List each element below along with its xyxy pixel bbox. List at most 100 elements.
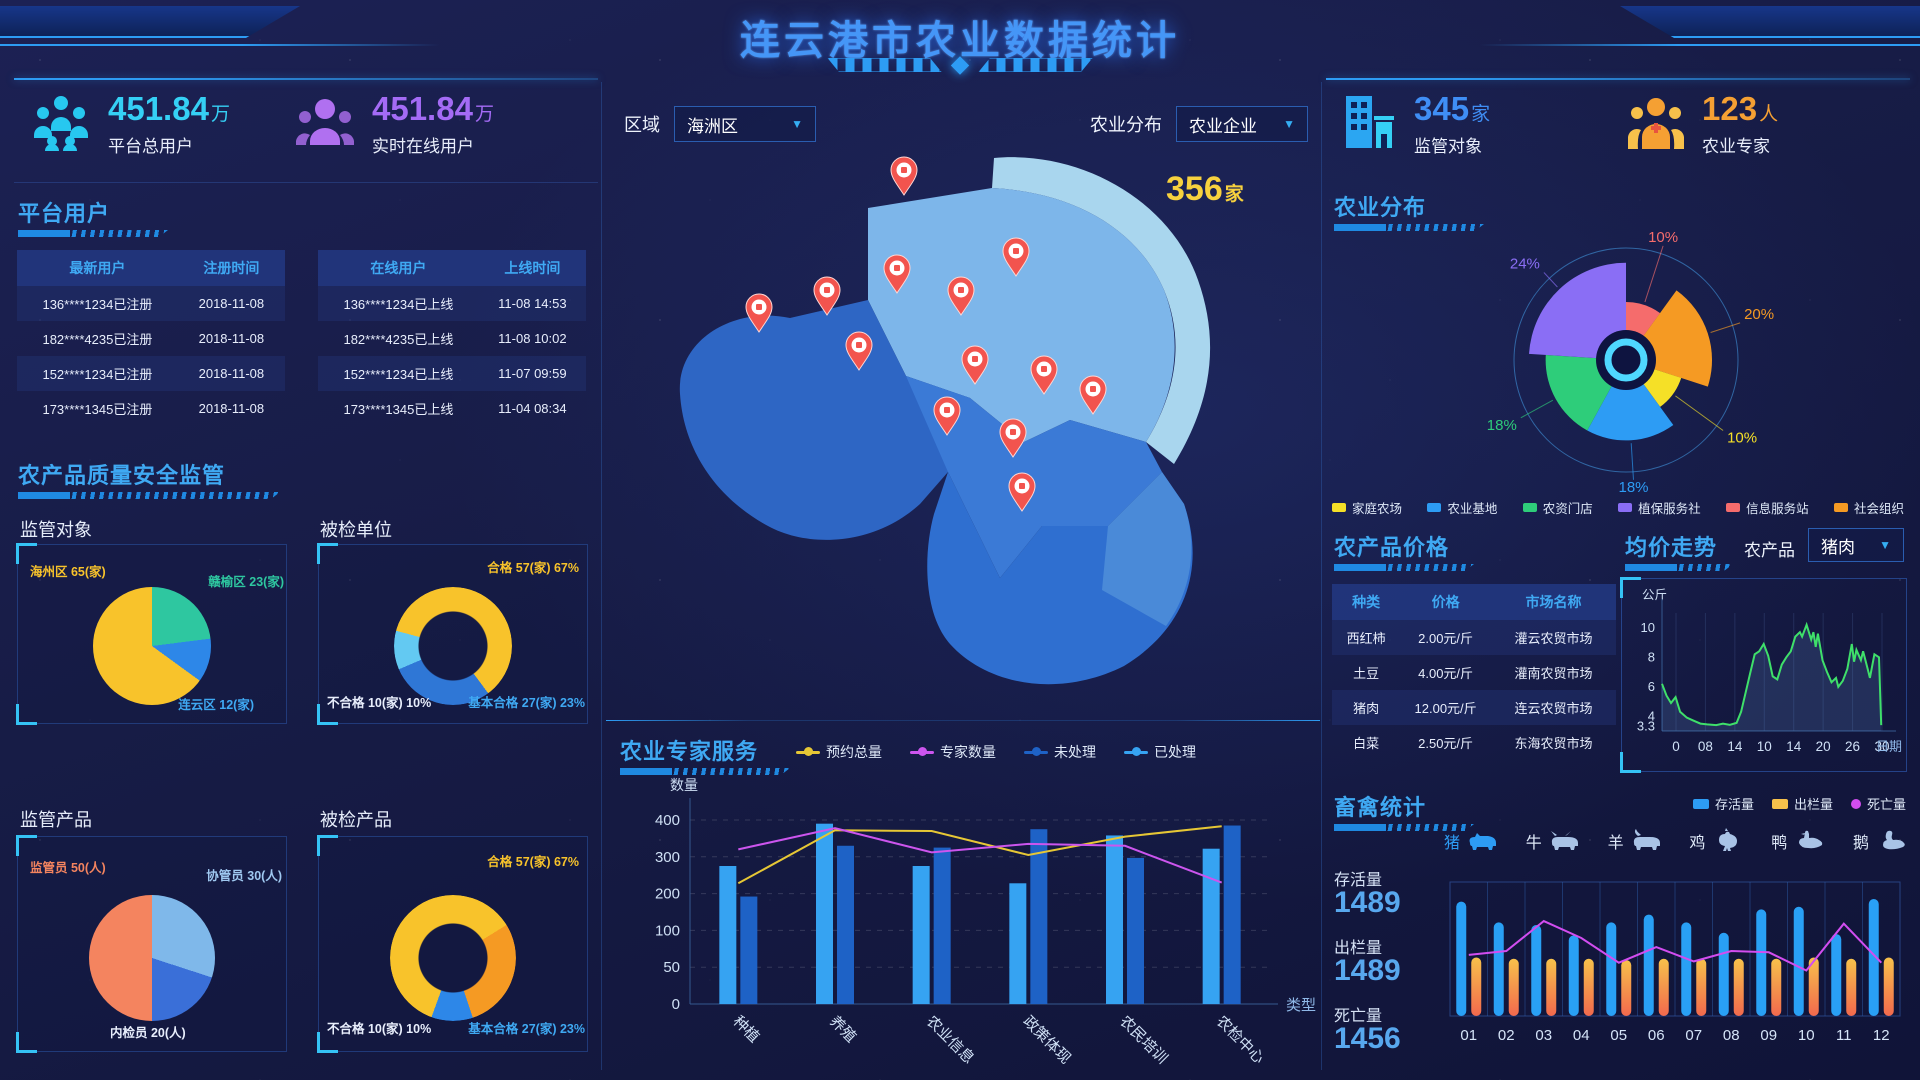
bar-alive[interactable] bbox=[1793, 906, 1804, 1016]
bar-slaughtered[interactable] bbox=[1733, 958, 1744, 1016]
legend-item[interactable]: 信息服务站 bbox=[1726, 498, 1809, 517]
legend-item[interactable]: 植保服务社 bbox=[1618, 498, 1701, 517]
map-pin[interactable] bbox=[1079, 375, 1107, 415]
rose-sector[interactable] bbox=[1587, 360, 1674, 441]
bar-unprocessed[interactable] bbox=[740, 896, 758, 1004]
bar-processed[interactable] bbox=[1009, 883, 1027, 1004]
legend-item[interactable]: 家庭农场 bbox=[1332, 498, 1402, 517]
legend-item[interactable]: 存活量 bbox=[1692, 794, 1754, 813]
bar-alive[interactable] bbox=[1493, 922, 1504, 1016]
animal-tab-duck[interactable]: 鸭 bbox=[1771, 828, 1826, 854]
bar-alive[interactable] bbox=[1643, 914, 1654, 1016]
supervision-object-chart[interactable]: 海州区 65(家) 赣榆区 23(家) 连云区 12(家) bbox=[16, 543, 287, 725]
bar-slaughtered[interactable] bbox=[1696, 958, 1707, 1016]
map-pin[interactable] bbox=[890, 156, 918, 196]
pie-chart[interactable] bbox=[93, 587, 211, 705]
region-select[interactable]: 海洲区 ▼ bbox=[674, 106, 816, 142]
map-center-region[interactable] bbox=[906, 376, 1162, 578]
pie-slice-label: 基本合格 27(家) 23% bbox=[468, 696, 585, 710]
map-pin[interactable] bbox=[1008, 472, 1036, 512]
bar-slaughtered[interactable] bbox=[1621, 960, 1632, 1016]
bar-alive[interactable] bbox=[1568, 935, 1579, 1016]
bar-slaughtered[interactable] bbox=[1508, 958, 1519, 1016]
map-pin[interactable] bbox=[961, 345, 989, 385]
bar-processed[interactable] bbox=[816, 823, 833, 1004]
bar-alive[interactable] bbox=[1606, 922, 1617, 1016]
legend-item[interactable]: 农业基地 bbox=[1427, 498, 1497, 517]
bar-slaughtered[interactable] bbox=[1846, 958, 1857, 1016]
legend-item[interactable]: 未处理 bbox=[1024, 742, 1096, 762]
map-coast-region[interactable] bbox=[992, 157, 1211, 464]
animal-tab-goat[interactable]: 羊 bbox=[1608, 828, 1663, 854]
bar-alive[interactable] bbox=[1531, 925, 1542, 1016]
legend-item[interactable]: 社会组织 bbox=[1833, 498, 1904, 517]
legend-item[interactable]: 出栏量 bbox=[1771, 794, 1833, 813]
distribution-select[interactable]: 农业企业 ▼ bbox=[1176, 106, 1308, 142]
inspected-unit-chart[interactable]: 合格 57(家) 67% 基本合格 27(家) 23% 不合格 10(家) 10% bbox=[317, 543, 588, 725]
map-pin[interactable] bbox=[845, 331, 873, 371]
map-east-region[interactable] bbox=[1102, 472, 1192, 626]
line-series-0[interactable] bbox=[737, 825, 1222, 885]
map-pin[interactable] bbox=[883, 254, 911, 294]
bar-slaughtered[interactable] bbox=[1583, 958, 1594, 1016]
bar-alive[interactable] bbox=[1831, 934, 1842, 1016]
map-west-region[interactable] bbox=[679, 300, 970, 540]
donut-chart[interactable] bbox=[394, 587, 512, 705]
bar-unprocessed[interactable] bbox=[1223, 825, 1241, 1004]
animal-tab-chicken[interactable]: 鸡 bbox=[1689, 828, 1744, 854]
table-cell: 173****1345已上线 bbox=[343, 402, 454, 417]
bar-unprocessed[interactable] bbox=[837, 845, 854, 1004]
bar-processed[interactable] bbox=[719, 866, 737, 1004]
bar-processed[interactable] bbox=[912, 866, 930, 1004]
trend-line[interactable] bbox=[1661, 621, 1883, 727]
bar-slaughtered[interactable] bbox=[1471, 957, 1482, 1017]
bar-alive[interactable] bbox=[1718, 932, 1729, 1016]
supervision-product-chart[interactable]: 监管员 50(人) 协管员 30(人) 内检员 20(人) bbox=[16, 835, 287, 1053]
agri-distribution-rose-chart[interactable]: 10% 20% 10% 18% 18% 24% bbox=[1326, 230, 1910, 492]
bar-slaughtered[interactable] bbox=[1808, 957, 1819, 1017]
bar-processed[interactable] bbox=[1202, 848, 1220, 1004]
livestock-chart[interactable]: 01 02 03 04 05 06 07 08 09 10 11 12 bbox=[1444, 874, 1910, 1060]
line-deaths[interactable] bbox=[1468, 919, 1883, 972]
bar-unprocessed[interactable] bbox=[1030, 829, 1048, 1004]
animal-tab-cow[interactable]: 牛 bbox=[1526, 828, 1581, 854]
map-pin[interactable] bbox=[1030, 355, 1058, 395]
bar-slaughtered[interactable] bbox=[1658, 958, 1669, 1016]
bar-alive[interactable] bbox=[1756, 909, 1767, 1016]
legend-item[interactable]: 农资门店 bbox=[1522, 498, 1593, 517]
bar-alive[interactable] bbox=[1868, 899, 1879, 1016]
donut-chart[interactable] bbox=[390, 895, 516, 1021]
bar-slaughtered[interactable] bbox=[1883, 957, 1894, 1017]
product-select[interactable]: 猪肉 ▼ bbox=[1808, 528, 1904, 562]
animal-tab-goose[interactable]: 鹅 bbox=[1853, 828, 1908, 854]
region-map[interactable] bbox=[622, 142, 1282, 702]
line-series-1[interactable] bbox=[738, 827, 1223, 884]
legend-item[interactable]: 已处理 bbox=[1124, 742, 1196, 762]
map-pin[interactable] bbox=[933, 396, 961, 436]
bar-unprocessed[interactable] bbox=[933, 847, 951, 1004]
pie-chart[interactable] bbox=[89, 895, 215, 1021]
bar-unprocessed[interactable] bbox=[1127, 857, 1144, 1004]
inspected-product-chart[interactable]: 合格 57(家) 67% 基本合格 27(家) 23% 不合格 10(家) 10% bbox=[317, 835, 588, 1053]
bar-slaughtered[interactable] bbox=[1546, 958, 1557, 1016]
bar-alive[interactable] bbox=[1681, 922, 1692, 1016]
bar-alive[interactable] bbox=[1456, 901, 1467, 1016]
legend-item[interactable]: 预约总量 bbox=[796, 742, 882, 762]
bar-processed[interactable] bbox=[1106, 835, 1123, 1004]
map-pin[interactable] bbox=[813, 276, 841, 316]
legend-item[interactable]: 专家数量 bbox=[910, 742, 996, 762]
section-title-agri-distribution: 农业分布 bbox=[1334, 195, 1427, 220]
legend-swatch bbox=[1833, 503, 1848, 512]
animal-tab-pig[interactable]: 猪 bbox=[1444, 828, 1499, 854]
map-pin[interactable] bbox=[745, 293, 773, 333]
map-pin[interactable] bbox=[999, 418, 1027, 458]
map-pin[interactable] bbox=[1002, 237, 1030, 277]
x-tick-label: 0 bbox=[1672, 739, 1680, 754]
bar-slaughtered[interactable] bbox=[1771, 958, 1782, 1016]
legend-item[interactable]: 死亡量 bbox=[1850, 794, 1906, 813]
expert-chart-legend: 预约总量 专家数量 未处理 已处理 bbox=[796, 742, 1196, 762]
rose-sector[interactable] bbox=[1529, 262, 1626, 360]
map-pin[interactable] bbox=[947, 276, 975, 316]
